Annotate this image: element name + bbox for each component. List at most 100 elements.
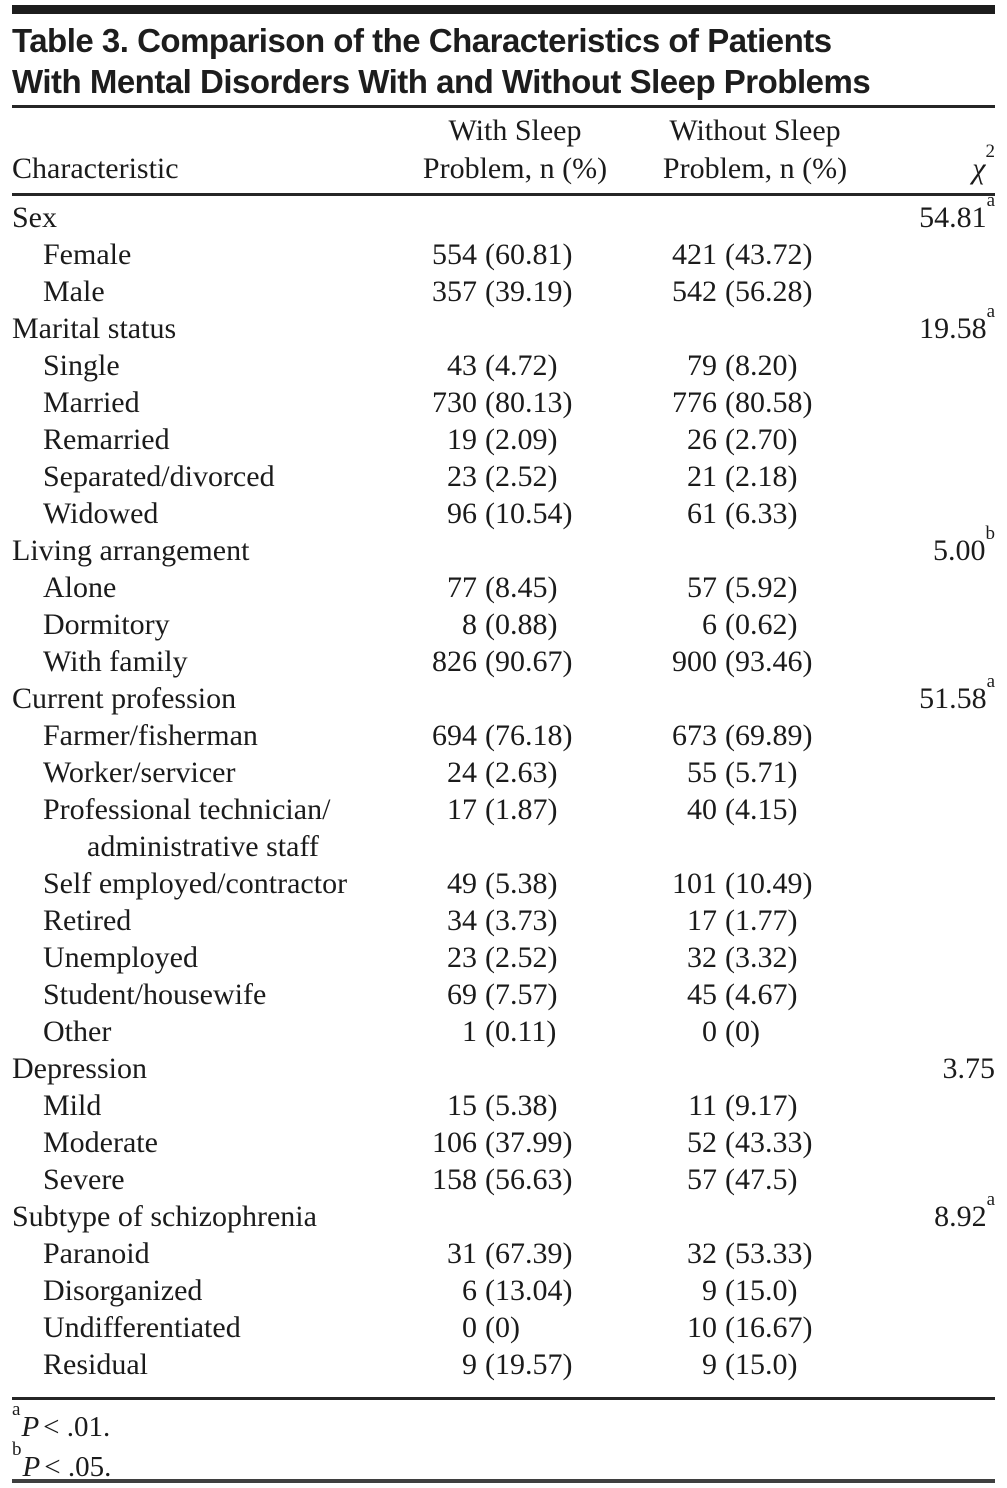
cell-without-sleep-value: 101 (10.49) xyxy=(635,865,875,902)
cell-without-sleep-value: 542 (56.28) xyxy=(635,273,875,310)
with-sleep-percent: (56.63) xyxy=(485,1163,573,1196)
with-sleep-count: 106 xyxy=(432,1126,477,1159)
table-row: Married 730 (80.13) 776 (80.58) xyxy=(12,384,995,421)
cell-without-sleep-value: 32 (3.32) xyxy=(635,939,875,976)
cell-chi-square-value: 51.58a xyxy=(875,672,995,717)
cell-with-sleep-value: 826 (90.67) xyxy=(395,643,635,680)
without-sleep-percent: (2.70) xyxy=(725,423,798,456)
rule-below-title xyxy=(12,105,995,108)
cell-chi-square-value: 5.00b xyxy=(875,524,995,569)
rule-above-footnotes xyxy=(12,1397,995,1400)
characteristic-label: Alone xyxy=(43,571,117,604)
without-sleep-count: 61 xyxy=(687,497,717,530)
with-sleep-count: 23 xyxy=(447,460,477,493)
with-sleep-count: 158 xyxy=(432,1163,477,1196)
cell-characteristic: Male xyxy=(12,273,395,310)
table-row: Mild 15 (5.38) 11 (9.17) xyxy=(12,1087,995,1124)
characteristic-label: With family xyxy=(43,645,188,678)
table-row: Living arrangement 5.00b xyxy=(12,524,995,569)
without-sleep-count: 57 xyxy=(687,1163,717,1196)
chi-square-significance-superscript: a xyxy=(986,301,995,322)
without-sleep-count: 101 xyxy=(672,867,717,900)
cell-characteristic: Residual xyxy=(12,1346,395,1383)
table-row: Other 1 (0.11) 0 (0) xyxy=(12,1013,995,1050)
table-row: Severe 158 (56.63) 57 (47.5) xyxy=(12,1161,995,1198)
without-sleep-percent: (53.33) xyxy=(725,1237,813,1270)
cell-chi-square-value: 8.92a xyxy=(875,1190,995,1235)
rule-below-header xyxy=(12,193,995,196)
cell-without-sleep-value: 32 (53.33) xyxy=(635,1235,875,1272)
without-sleep-percent: (4.67) xyxy=(725,978,798,1011)
cell-characteristic: Single xyxy=(12,347,395,384)
with-sleep-percent: (5.38) xyxy=(485,1089,558,1122)
with-sleep-count: 0 xyxy=(462,1311,477,1344)
cell-with-sleep-value: 17 (1.87) xyxy=(395,791,635,828)
cell-characteristic: Married xyxy=(12,384,395,421)
cell-characteristic: Moderate xyxy=(12,1124,395,1161)
chi-square-significance-superscript: a xyxy=(986,671,995,692)
cell-characteristic: Severe xyxy=(12,1161,395,1198)
without-sleep-count: 52 xyxy=(687,1126,717,1159)
without-sleep-percent: (1.77) xyxy=(725,904,798,937)
with-sleep-percent: (2.09) xyxy=(485,423,558,456)
cell-with-sleep-value: 694 (76.18) xyxy=(395,717,635,754)
without-sleep-count: 26 xyxy=(687,423,717,456)
without-sleep-percent: (69.89) xyxy=(725,719,813,752)
characteristic-label: Moderate xyxy=(43,1126,158,1159)
with-sleep-count: 23 xyxy=(447,941,477,974)
with-sleep-count: 694 xyxy=(432,719,477,752)
cell-characteristic: Undifferentiated xyxy=(12,1309,395,1346)
with-sleep-count: 31 xyxy=(447,1237,477,1270)
cell-without-sleep-value: 421 (43.72) xyxy=(635,236,875,273)
cell-with-sleep-value: 23 (2.52) xyxy=(395,939,635,976)
cell-with-sleep-value: 106 (37.99) xyxy=(395,1124,635,1161)
characteristic-label: Female xyxy=(43,238,132,271)
characteristic-label-continuation: administrative staff xyxy=(87,830,319,863)
table-row: Sex 54.81a xyxy=(12,191,995,236)
cell-with-sleep-value: 96 (10.54) xyxy=(395,495,635,532)
table-title-line2: With Mental Disorders With and Without S… xyxy=(12,63,871,100)
without-sleep-count: 17 xyxy=(687,904,717,937)
table-row: Separated/divorced 23 (2.52) 21 (2.18) xyxy=(12,458,995,495)
cell-characteristic: Worker/servicer xyxy=(12,754,395,791)
chi-square-value: 5.00 xyxy=(933,534,986,567)
table-row: Depression 3.75 xyxy=(12,1050,995,1087)
table-row: Self employed/contractor 49 (5.38) 101 (… xyxy=(12,865,995,902)
cell-characteristic: Female xyxy=(12,236,395,273)
cell-without-sleep-value: 6 (0.62) xyxy=(635,606,875,643)
cell-without-sleep-value: 52 (43.33) xyxy=(635,1124,875,1161)
cell-with-sleep-value: 6 (13.04) xyxy=(395,1272,635,1309)
characteristic-label: Student/housewife xyxy=(43,978,267,1011)
without-sleep-count: 900 xyxy=(672,645,717,678)
with-sleep-percent: (0) xyxy=(485,1311,520,1344)
with-sleep-percent: (5.38) xyxy=(485,867,558,900)
table-row: Unemployed 23 (2.52) 32 (3.32) xyxy=(12,939,995,976)
cell-characteristic: Alone xyxy=(12,569,395,606)
table-row: Worker/servicer 24 (2.63) 55 (5.71) xyxy=(12,754,995,791)
cell-with-sleep-value: 49 (5.38) xyxy=(395,865,635,902)
table-row: Widowed 96 (10.54) 61 (6.33) xyxy=(12,495,995,532)
with-sleep-count: 77 xyxy=(447,571,477,604)
with-sleep-percent: (76.18) xyxy=(485,719,573,752)
cell-with-sleep-value: 69 (7.57) xyxy=(395,976,635,1013)
with-sleep-percent: (7.57) xyxy=(485,978,558,1011)
with-sleep-count: 69 xyxy=(447,978,477,1011)
without-sleep-percent: (47.5) xyxy=(725,1163,798,1196)
table-title: Table 3. Comparison of the Characteristi… xyxy=(12,14,995,102)
footnote-text: < .05. xyxy=(44,1451,112,1483)
table-row: With family 826 (90.67) 900 (93.46) xyxy=(12,643,995,680)
without-sleep-percent: (43.33) xyxy=(725,1126,813,1159)
cell-without-sleep-value: 26 (2.70) xyxy=(635,421,875,458)
without-sleep-percent: (0.62) xyxy=(725,608,798,641)
cell-characteristic: Separated/divorced xyxy=(12,458,395,495)
cell-characteristic: Disorganized xyxy=(12,1272,395,1309)
cell-chi-square-value: 54.81a xyxy=(875,191,995,236)
without-sleep-percent: (15.0) xyxy=(725,1274,798,1307)
without-sleep-count: 776 xyxy=(672,386,717,419)
table-header-row: Characteristic With Sleep Problem, n (%)… xyxy=(12,108,995,193)
characteristic-label: Living arrangement xyxy=(12,534,250,567)
without-sleep-percent: (5.71) xyxy=(725,756,798,789)
table-row: Single 43 (4.72) 79 (8.20) xyxy=(12,347,995,384)
cell-characteristic: Self employed/contractor xyxy=(12,865,395,902)
